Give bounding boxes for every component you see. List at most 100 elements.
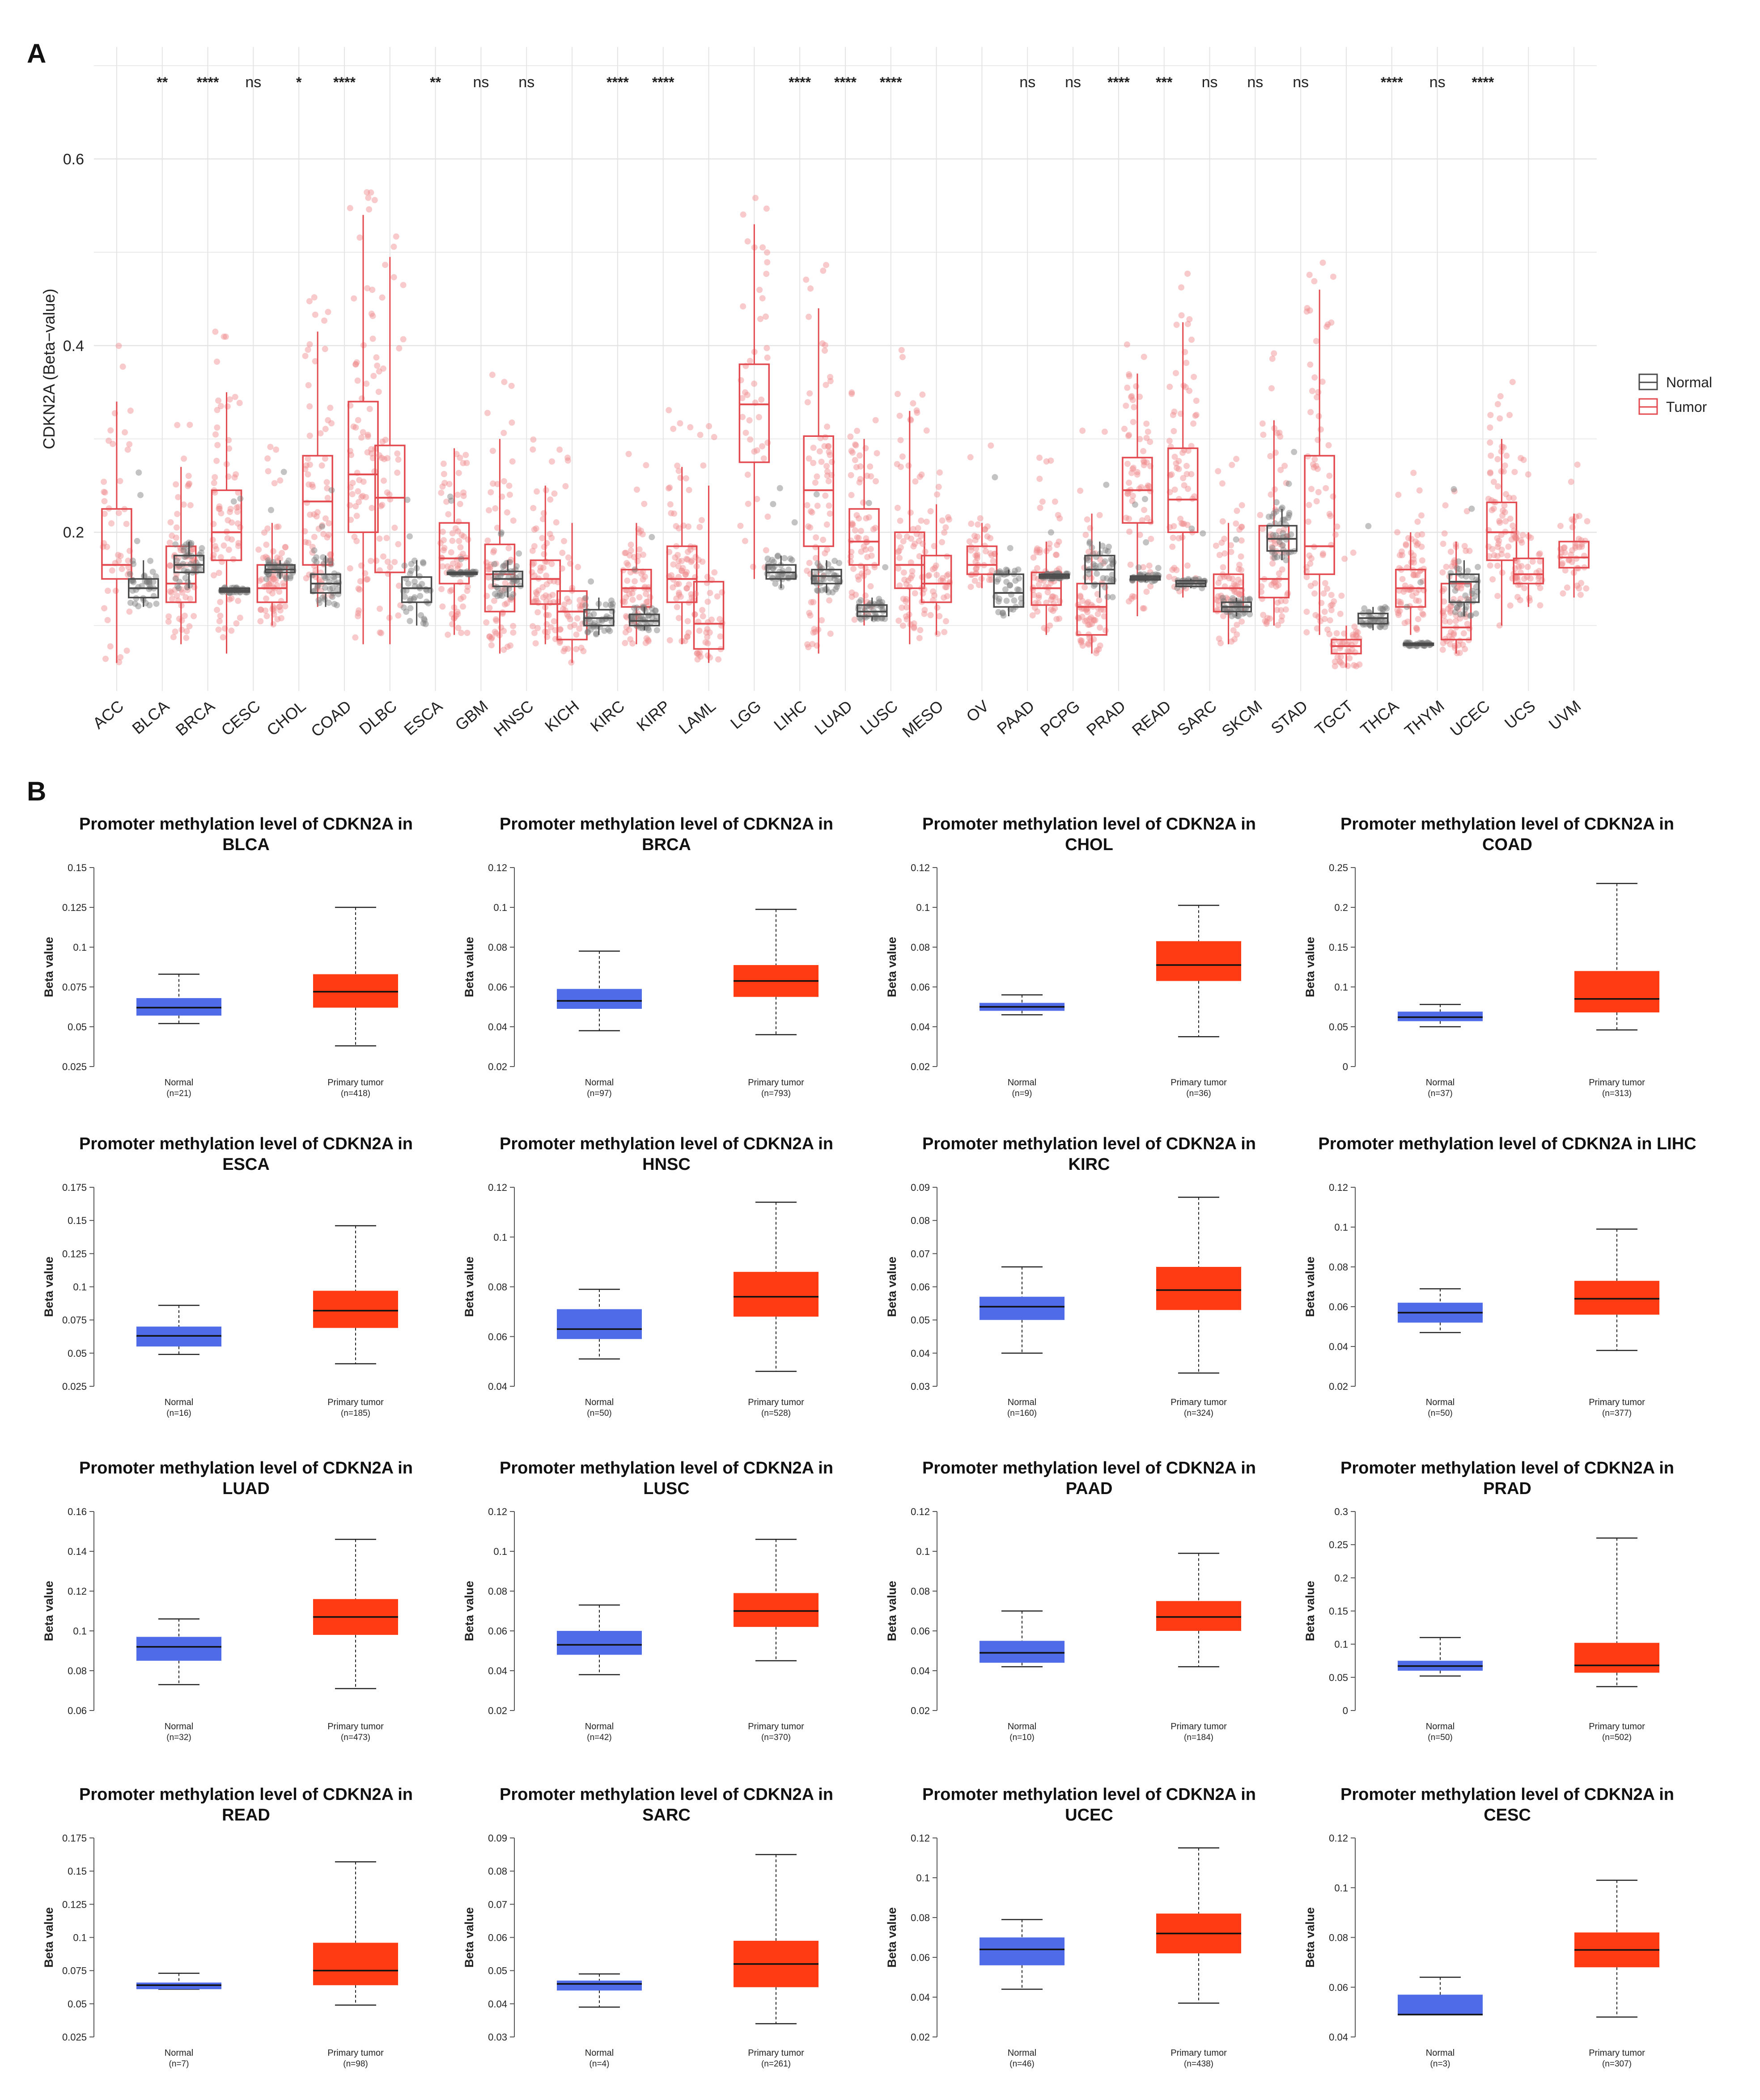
panel-a-grid — [94, 47, 1597, 691]
tumor-point — [1134, 471, 1141, 478]
tumor-point — [1083, 617, 1090, 624]
tumor-point — [848, 593, 855, 600]
tumor-point — [226, 596, 233, 603]
normal-point — [402, 593, 408, 600]
tumor-point — [1502, 491, 1509, 498]
tumor-point — [686, 487, 692, 493]
tumor-point — [323, 479, 330, 486]
tumor-point — [274, 554, 280, 561]
tumor-point — [1527, 575, 1534, 582]
tumor-point — [1312, 612, 1319, 618]
tumor-point — [851, 616, 858, 623]
tumor-point — [230, 556, 237, 563]
tumor-point — [1123, 514, 1129, 521]
group-count: (n=185) — [341, 1409, 370, 1418]
normal-point — [605, 626, 612, 633]
normal-point — [1274, 554, 1281, 560]
tumor-point — [1578, 580, 1585, 586]
tumor-point — [809, 641, 816, 648]
tumor-point — [1501, 509, 1508, 516]
tumor-point — [167, 562, 174, 569]
tumor-point — [706, 423, 712, 430]
tumor-point — [221, 333, 227, 340]
tumor-point — [269, 590, 276, 597]
tumor-point — [1184, 321, 1191, 327]
tumor-point — [938, 539, 945, 546]
category-pcpg — [1038, 428, 1109, 656]
normal-point — [1086, 540, 1093, 547]
tumor-point — [1339, 639, 1346, 646]
tumor-point — [916, 538, 922, 544]
tumor-point — [899, 453, 906, 460]
tumor-point — [626, 591, 633, 597]
tumor-point — [1445, 605, 1451, 612]
normal-group: Normal(n=50) — [1398, 1288, 1483, 1418]
subplot-title: PRAD — [1483, 1479, 1531, 1498]
tumor-box — [738, 363, 770, 463]
tumor-box — [438, 522, 470, 584]
legend-entry: Tumor — [1666, 399, 1707, 415]
group-count: (n=261) — [761, 2059, 791, 2069]
tumor-point — [704, 626, 711, 632]
tumor-point — [1332, 531, 1339, 538]
tumor-point — [544, 629, 551, 635]
tumor-group: Primary tumor(n=528) — [734, 1202, 819, 1418]
tumor-point — [226, 445, 233, 452]
tumor-point — [394, 470, 401, 476]
tumor-point — [1328, 592, 1335, 598]
box — [1574, 971, 1659, 1012]
group-count: (n=418) — [341, 1089, 370, 1098]
tumor-point — [825, 478, 832, 484]
legend-entry: Normal — [1666, 374, 1712, 390]
normal-group: Normal(n=160) — [980, 1266, 1064, 1418]
tumor-point — [643, 591, 649, 597]
tumor-point — [1506, 495, 1513, 501]
normal-point — [649, 534, 655, 541]
significance-label: ns — [1429, 74, 1446, 91]
normal-point — [1003, 579, 1010, 585]
tumor-point — [627, 569, 634, 576]
tumor-point — [941, 629, 948, 635]
normal-point — [405, 580, 411, 587]
normal-point — [1382, 623, 1388, 630]
tumor-point — [930, 588, 937, 595]
y-tick-label: 0.06 — [911, 1626, 930, 1637]
tumor-point — [531, 598, 538, 605]
tumor-point — [1334, 654, 1341, 660]
normal-point — [322, 575, 329, 581]
box — [557, 1309, 642, 1339]
tumor-point — [1413, 542, 1420, 548]
tumor-point — [577, 602, 583, 609]
normal-point — [1285, 514, 1292, 521]
tumor-point — [174, 511, 181, 517]
normal-point — [785, 573, 792, 580]
tumor-point — [1313, 498, 1320, 504]
tumor-point — [747, 436, 754, 443]
tumor-point — [675, 563, 682, 570]
tumor-point — [115, 510, 122, 517]
y-axis-label: Beta value — [42, 1257, 55, 1317]
tumor-point — [216, 503, 223, 510]
tumor-point — [1524, 574, 1531, 580]
box — [136, 1637, 221, 1661]
y-tick-label: 0.12 — [1329, 1182, 1348, 1193]
tumor-box — [556, 590, 588, 640]
tumor-point — [1077, 487, 1084, 494]
tumor-point — [1568, 551, 1574, 558]
y-tick-label: 0.04 — [911, 1021, 930, 1033]
tumor-point — [971, 577, 978, 584]
y-tick-label: 0.4 — [63, 338, 84, 355]
tumor-point — [540, 594, 547, 601]
tumor-point — [228, 595, 235, 602]
tumor-point — [211, 480, 217, 487]
normal-point — [813, 569, 820, 576]
tumor-point — [1415, 540, 1421, 547]
normal-point — [230, 498, 237, 505]
tumor-point — [1193, 398, 1200, 404]
tumor-point — [1319, 378, 1326, 385]
tumor-point — [929, 566, 936, 573]
normal-point — [1092, 562, 1099, 569]
tumor-point — [1319, 259, 1326, 266]
tumor-point — [218, 510, 225, 517]
normal-point — [1469, 590, 1476, 597]
